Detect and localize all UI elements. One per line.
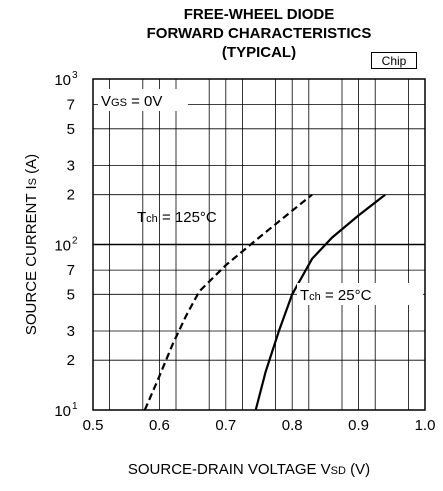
y-tick-base: 10 — [54, 403, 71, 420]
condition-label-sub: GS — [111, 97, 127, 109]
x-tick-labels: 0.5 0.6 0.7 0.8 0.9 1.0 — [83, 417, 436, 434]
y-tick-exponent: 3 — [72, 70, 78, 81]
y-axis-title-unit: (A) — [23, 154, 40, 178]
condition-label-bg — [98, 89, 188, 111]
y-tick-base: 10 — [54, 238, 71, 255]
series-label-sub: ch — [146, 213, 158, 225]
x-axis-title-unit: (V) — [346, 461, 370, 478]
y-tick-label: 10 — [54, 72, 71, 89]
y-tick-label: 10 — [54, 403, 71, 420]
y-tick-label: 7 — [67, 262, 75, 279]
chart-title-line-1: FREE-WHEEL DIODE — [183, 6, 335, 23]
y-tick-base: 10 — [54, 72, 71, 89]
series-label-25c: Tch = 25°C — [300, 287, 372, 304]
x-axis-title-sub: SD — [331, 465, 346, 477]
y-tick-label: 5 — [67, 286, 75, 303]
series-label-rest: = 25°C — [321, 287, 372, 304]
y-tick-label: 3 — [67, 323, 75, 340]
axis-titles: SOURCE-DRAIN VOLTAGE VSD (V) SOURCE CURRE… — [23, 154, 370, 478]
series-label-rest: = 125°C — [158, 209, 217, 226]
y-tick-label: 5 — [67, 121, 75, 138]
chip-badge: Chip — [371, 52, 417, 69]
y-tick-exponent: 2 — [72, 236, 78, 247]
x-tick-label: 0.7 — [215, 417, 236, 434]
chart-title-line-2: FORWARD CHARACTERISTICS — [146, 25, 372, 42]
y-tick-exponent: 1 — [72, 401, 78, 412]
condition-label-rest: = 0V — [127, 93, 162, 110]
y-tick-label: 2 — [67, 352, 75, 369]
series-line-25c — [254, 193, 386, 411]
condition-label: VGS = 0V — [101, 93, 162, 110]
y-tick-label: 2 — [67, 187, 75, 204]
series-label-125c: Tch = 125°C — [137, 209, 217, 226]
x-axis-title: SOURCE-DRAIN VOLTAGE VSD (V) — [128, 461, 370, 478]
y-tick-label: 10 — [54, 238, 71, 255]
series-label-25c-bg — [297, 283, 423, 305]
y-axis-title-main: SOURCE CURRENT I — [23, 185, 40, 335]
plot-frame — [92, 78, 426, 411]
x-axis-title-main: SOURCE-DRAIN VOLTAGE V — [128, 461, 331, 478]
x-tick-label: 1.0 — [415, 417, 436, 434]
series-label-sub: ch — [309, 291, 321, 303]
x-tick-label: 0.6 — [149, 417, 170, 434]
grid-lines — [93, 79, 425, 410]
series-lines — [143, 193, 386, 411]
x-tick-label: 0.5 — [83, 417, 104, 434]
condition-label-main: V — [101, 93, 111, 110]
y-tick-label: 7 — [67, 97, 75, 114]
series-label-main: T — [137, 209, 146, 226]
series-label-main: T — [300, 287, 309, 304]
y-tick-label: 3 — [67, 158, 75, 175]
y-axis-title: SOURCE CURRENT IS (A) — [23, 154, 40, 335]
chart-title-line-3: (TYPICAL) — [221, 44, 297, 61]
x-tick-label: 0.8 — [282, 417, 303, 434]
series-line-125c — [143, 193, 313, 411]
y-axis-title-sub: S — [27, 178, 39, 185]
x-tick-label: 0.9 — [348, 417, 369, 434]
